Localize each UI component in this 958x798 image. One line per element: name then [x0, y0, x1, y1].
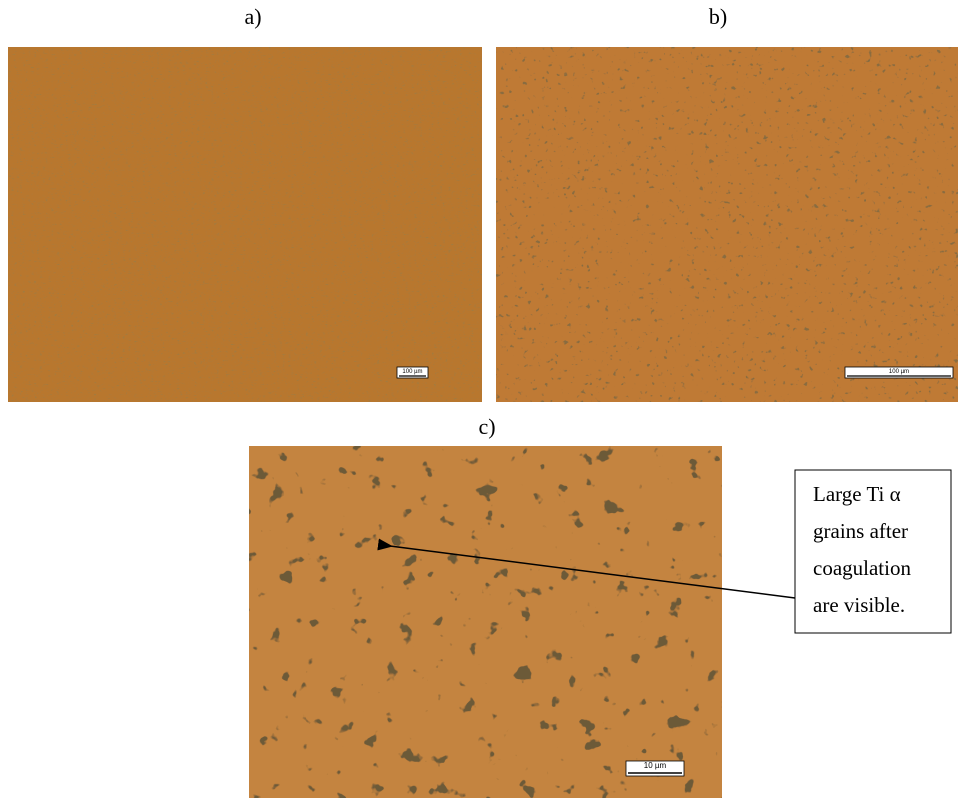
annotation-line: grains after: [813, 519, 908, 543]
annotation-line: Large Ti α: [813, 482, 901, 506]
micrograph: [496, 47, 958, 402]
micrograph: [249, 446, 722, 798]
panel-label: c): [478, 414, 495, 439]
panel-label: a): [244, 4, 261, 29]
micrograph: [8, 47, 482, 402]
annotation-line: coagulation: [813, 556, 911, 580]
panel-label: b): [709, 4, 727, 29]
scale-label: 10 µm: [644, 761, 667, 770]
annotation-line: are visible.: [813, 593, 905, 617]
scale-label: 100 µm: [889, 369, 909, 375]
figure: a) b) c) 100 µm 100 µm 10 µm Large Ti α …: [0, 0, 958, 798]
scale-label: 100 µm: [402, 369, 422, 375]
